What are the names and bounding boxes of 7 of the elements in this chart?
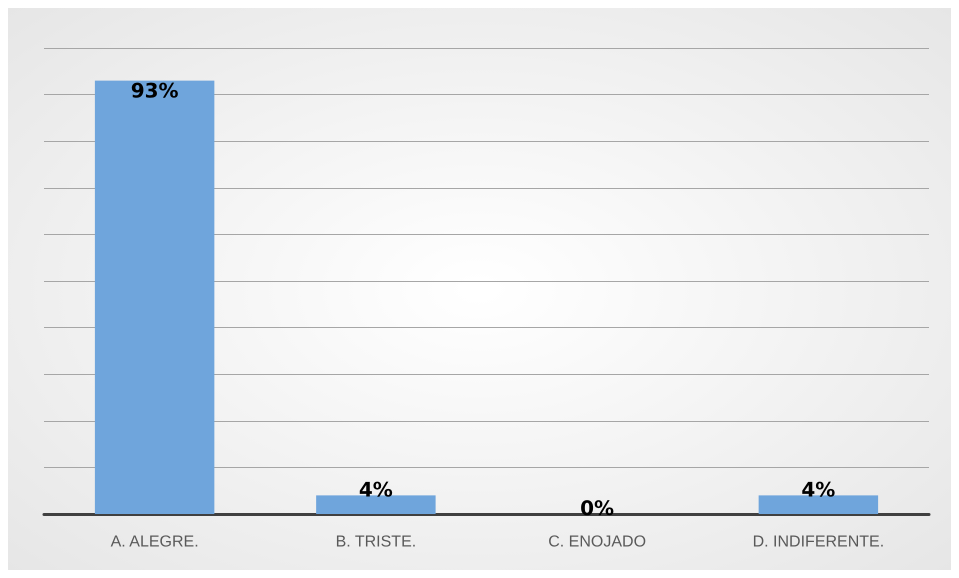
x-tick-label: D. INDIFERENTE.	[752, 534, 884, 550]
x-tick-label: C. ENOJADO	[548, 534, 646, 550]
data-label: 4%	[801, 477, 836, 502]
x-tick-label: B. TRISTE.	[336, 534, 416, 550]
x-tick-label: A. ALEGRE.	[110, 534, 199, 550]
data-label: 4%	[358, 477, 393, 502]
data-label: 93%	[130, 78, 179, 103]
